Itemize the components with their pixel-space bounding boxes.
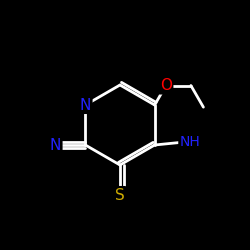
- Text: N: N: [80, 98, 91, 112]
- Text: O: O: [160, 78, 172, 93]
- Text: S: S: [115, 188, 125, 202]
- Text: O: O: [160, 78, 172, 93]
- Text: NH: NH: [180, 136, 201, 149]
- Text: N: N: [80, 98, 91, 112]
- Text: NH: NH: [180, 136, 201, 149]
- Text: S: S: [115, 188, 125, 202]
- Text: N: N: [50, 138, 61, 152]
